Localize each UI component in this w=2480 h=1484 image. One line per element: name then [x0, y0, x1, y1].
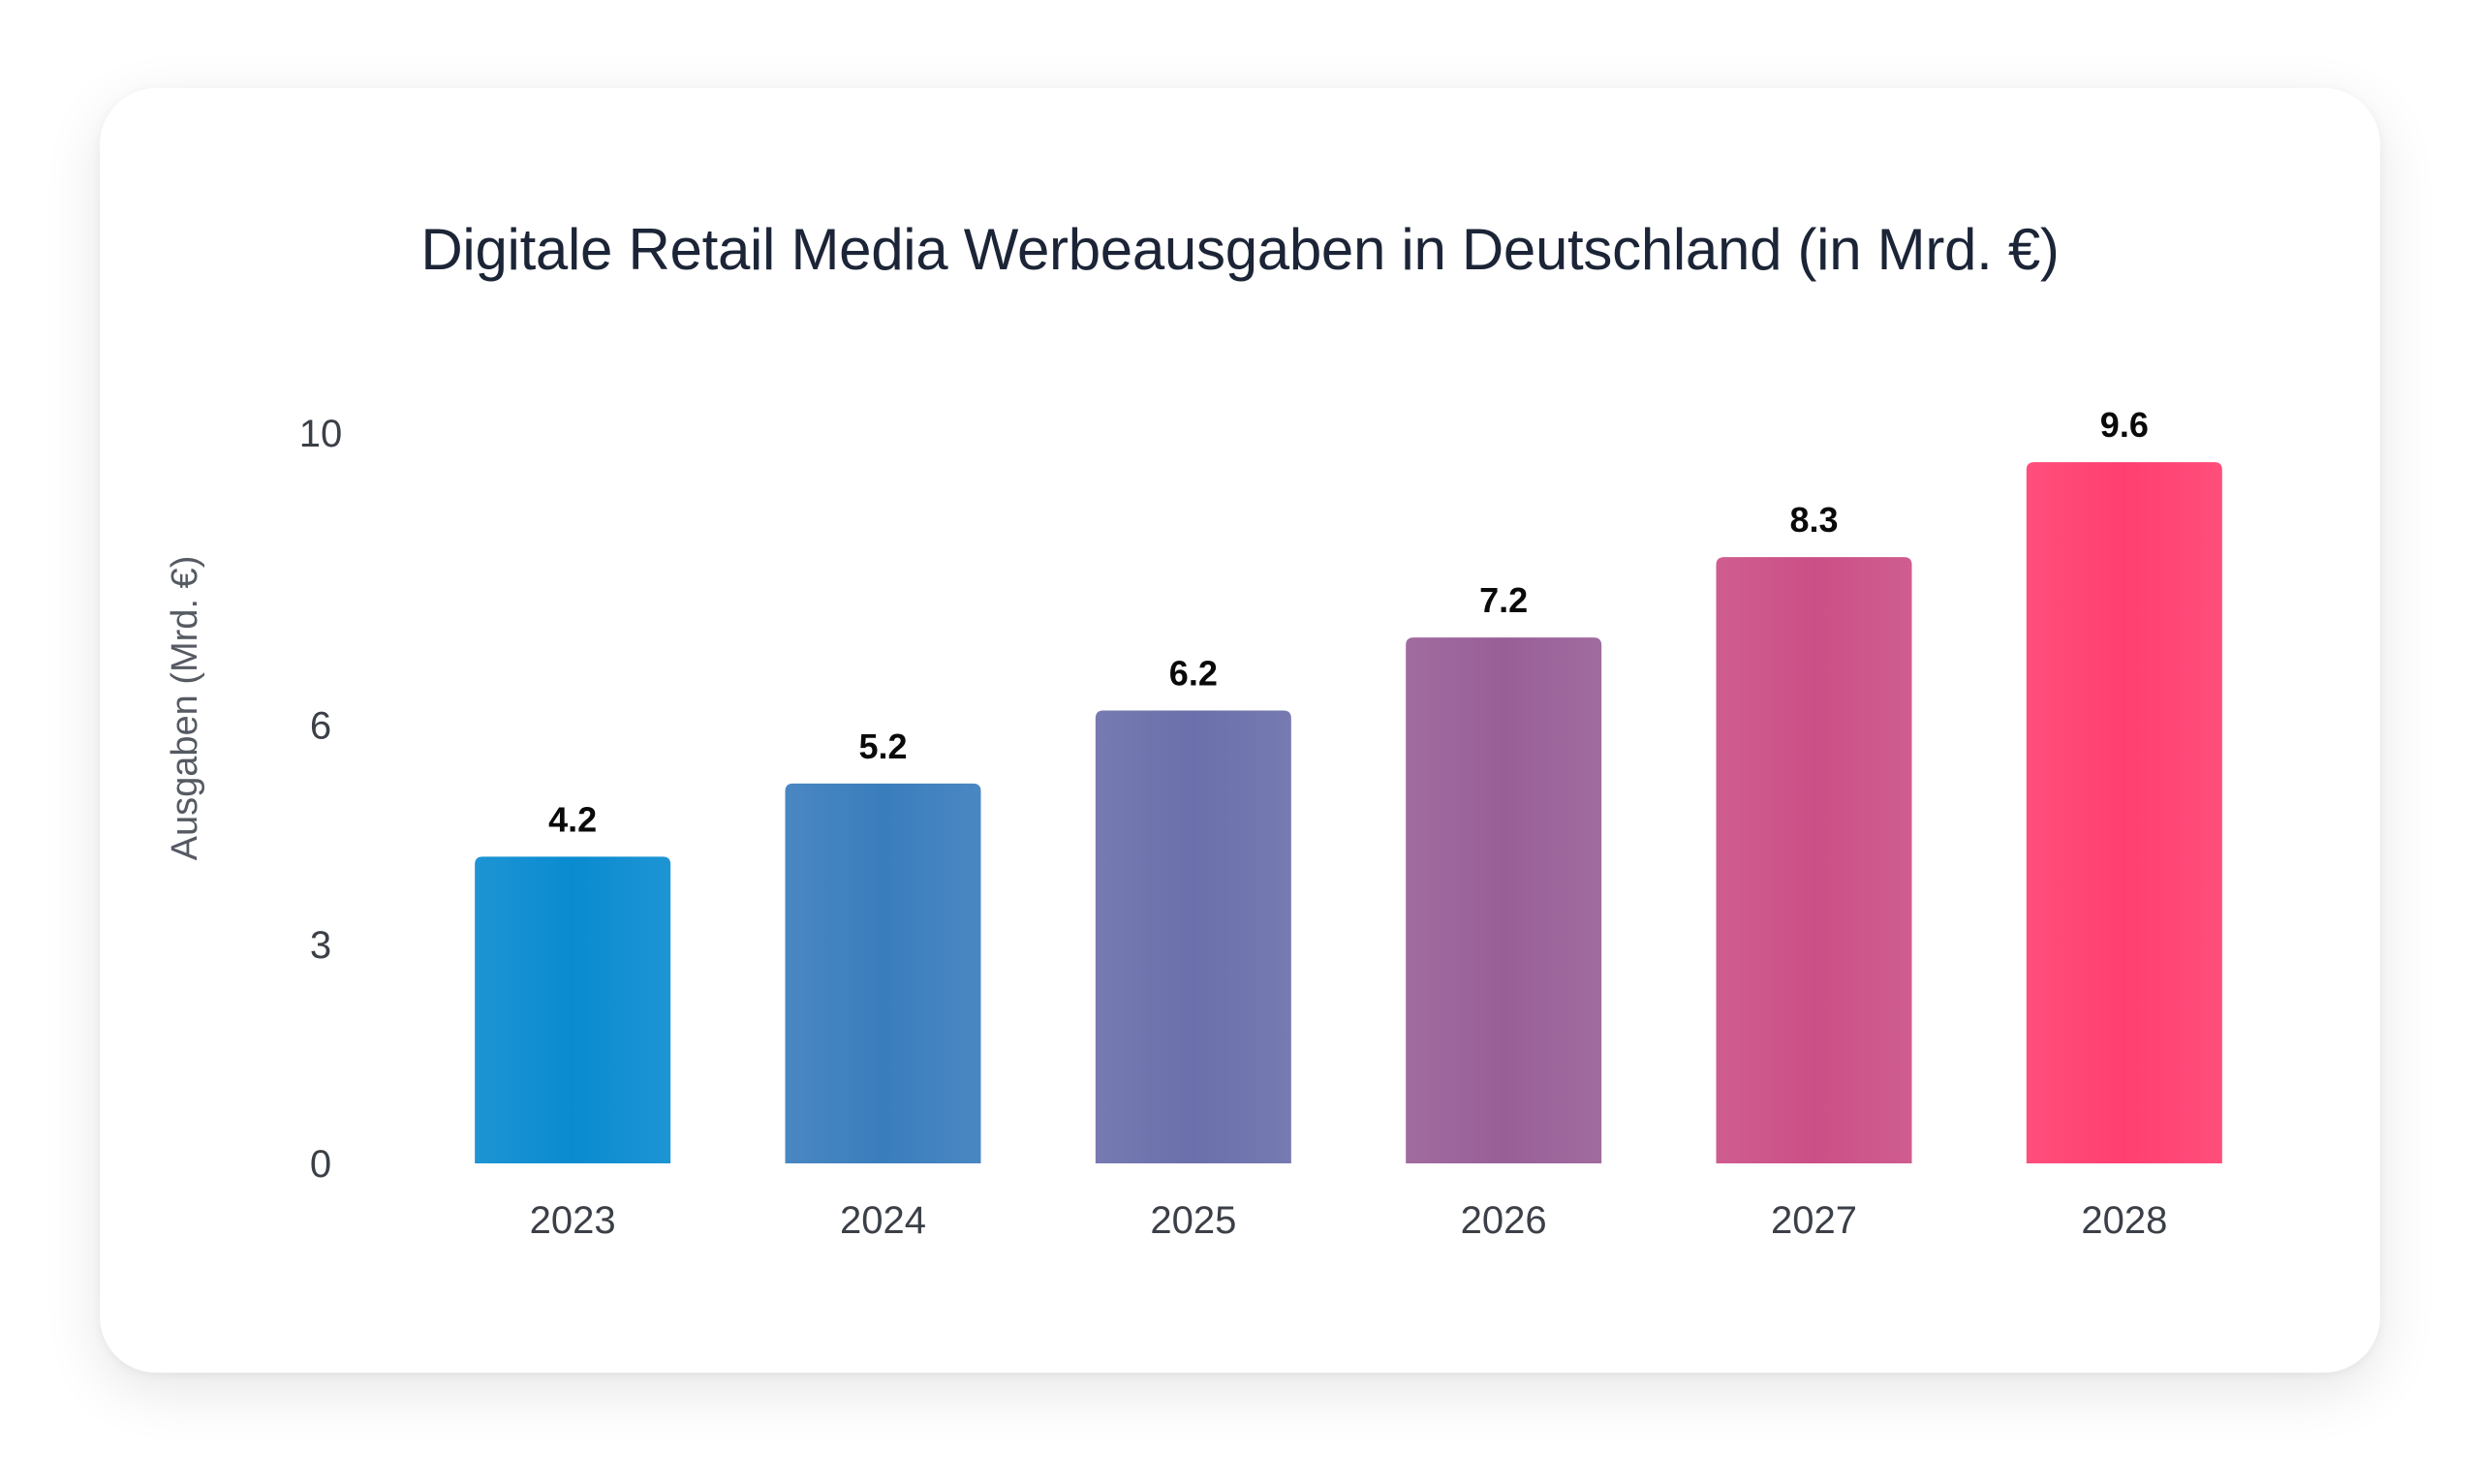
data-label-2024: 5.2 [858, 727, 907, 766]
x-tick-label: 2023 [530, 1199, 616, 1242]
bar-2023 [475, 856, 671, 1163]
data-label-2026: 7.2 [1479, 580, 1528, 620]
x-tick-label: 2024 [840, 1199, 926, 1242]
bar-2027 [1716, 557, 1912, 1163]
y-tick-label: 10 [299, 413, 343, 455]
x-tick-label: 2028 [2081, 1199, 2167, 1242]
data-label-2027: 8.3 [1789, 500, 1838, 540]
x-tick-label: 2026 [1461, 1199, 1547, 1242]
x-axis-ticks: 2023 2024 2025 2026 2027 2028 [530, 1199, 2168, 1242]
bar-2026 [1406, 637, 1602, 1163]
data-label-2025: 6.2 [1169, 654, 1218, 694]
y-tick-label: 3 [310, 924, 331, 967]
data-label-2028: 9.6 [2100, 405, 2149, 445]
bar-2028 [2026, 462, 2222, 1163]
data-label-2023: 4.2 [548, 799, 597, 839]
x-tick-label: 2025 [1150, 1199, 1236, 1242]
bar-chart: Ausgaben (Mrd. €) 0 3 6 10 4.2 5.2 6.2 7.2 8.3 9… [165, 405, 2222, 1242]
x-tick-label: 2027 [1771, 1199, 1857, 1242]
y-tick-label: 0 [310, 1143, 331, 1186]
bars [475, 462, 2222, 1163]
chart-card: Digitale Retail Media Werbeausgaben in D… [100, 88, 2380, 1373]
y-axis-title: Ausgaben (Mrd. €) [165, 556, 205, 861]
y-tick-label: 6 [310, 705, 331, 748]
bar-2025 [1095, 710, 1291, 1163]
y-axis-title-group: Ausgaben (Mrd. €) [165, 556, 205, 861]
bar-2024 [785, 783, 981, 1163]
y-axis-ticks: 0 3 6 10 [299, 413, 343, 1186]
chart-title: Digitale Retail Media Werbeausgaben in D… [420, 217, 2060, 282]
data-labels: 4.2 5.2 6.2 7.2 8.3 9.6 [548, 405, 2149, 839]
